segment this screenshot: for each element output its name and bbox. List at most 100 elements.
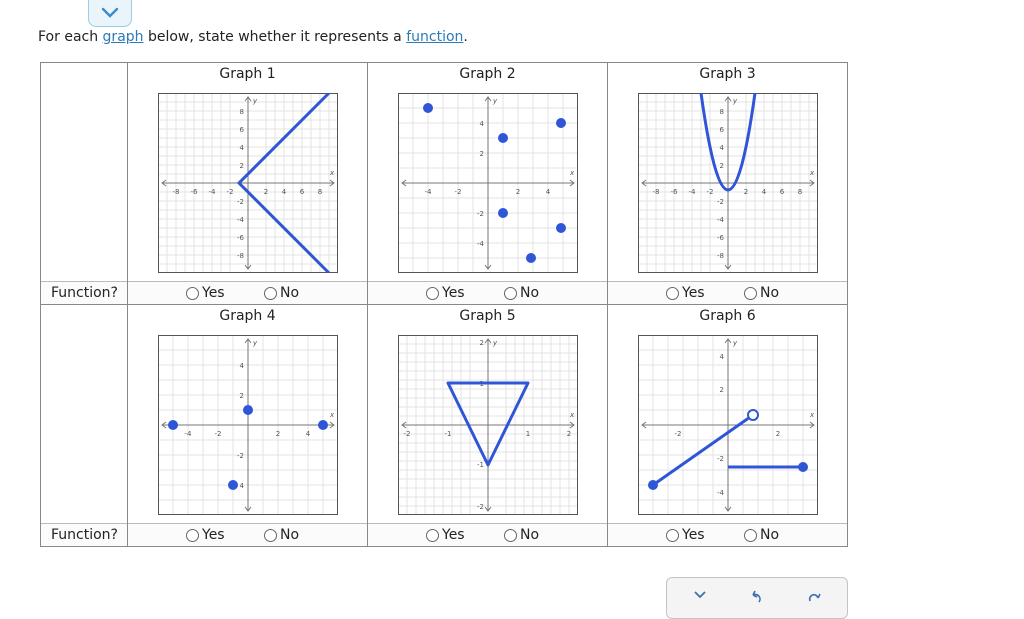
graph-cell-5: Graph 5 x y -2 -1 1 2 [367, 304, 608, 547]
svg-text:-6: -6 [190, 188, 198, 196]
yes-option-3[interactable]: Yes [666, 285, 705, 301]
svg-text:y: y [492, 339, 498, 347]
no-option-4[interactable]: No [264, 527, 299, 543]
graph-4-point [242, 405, 253, 415]
radio-yes-6[interactable] [666, 528, 679, 542]
svg-text:-2: -2 [706, 188, 713, 196]
collapse-toggle-button[interactable] [88, 0, 132, 27]
svg-text:2: 2 [275, 430, 279, 438]
svg-text:1: 1 [525, 430, 529, 438]
graph-cell-1: Graph 1 x y -8 -6 -4 -2 2 4 6 8 [127, 62, 368, 305]
graph-title-2: Graph 2 [459, 66, 516, 82]
svg-text:4: 4 [305, 430, 310, 438]
svg-text:x: x [569, 169, 575, 177]
svg-text:8: 8 [317, 188, 321, 196]
svg-text:-2: -2 [403, 430, 410, 438]
graph-link[interactable]: graph [102, 29, 144, 45]
answer-toolbar [666, 577, 848, 619]
svg-text:8: 8 [797, 188, 801, 196]
radio-no-1[interactable] [264, 286, 277, 300]
yes-option-1[interactable]: Yes [186, 285, 225, 301]
yes-option-5[interactable]: Yes [426, 527, 465, 543]
svg-text:2: 2 [719, 386, 723, 394]
graph-3-curve [699, 93, 756, 192]
no-option-1[interactable]: No [264, 285, 299, 301]
svg-text:x: x [809, 411, 815, 419]
svg-text:-4: -4 [717, 489, 725, 497]
radio-no-6[interactable] [744, 528, 757, 542]
svg-text:6: 6 [239, 126, 244, 134]
graph-4-point [317, 420, 328, 430]
svg-text:4: 4 [239, 482, 244, 490]
svg-text:y: y [252, 339, 258, 347]
yes-option-6[interactable]: Yes [666, 527, 705, 543]
no-option-6[interactable]: No [744, 527, 779, 543]
yes-option-4[interactable]: Yes [186, 527, 225, 543]
undo-icon[interactable] [749, 590, 763, 604]
graph-1-plot: x y -8 -6 -4 -2 2 4 6 8 8 6 4 2 -2 -4 -6 -8 [157, 93, 338, 273]
answer-options-3: Yes No [608, 281, 847, 304]
redo-icon[interactable] [807, 590, 821, 604]
radio-yes-2[interactable] [426, 286, 439, 300]
no-option-2[interactable]: No [504, 285, 539, 301]
graph-cell-4: Graph 4 x y -4 -2 2 4 [127, 304, 368, 547]
answer-options-6: Yes No [608, 523, 847, 546]
graph-2-plot: x y -4 -2 2 4 4 2 -2 -4 [397, 93, 578, 273]
answer-options-1: Yes No [128, 281, 367, 304]
graph-2-point [422, 103, 433, 113]
svg-text:-1: -1 [477, 461, 484, 469]
graph-title-3: Graph 3 [699, 66, 756, 82]
radio-no-4[interactable] [264, 528, 277, 542]
radio-yes-5[interactable] [426, 528, 439, 542]
radio-no-3[interactable] [744, 286, 757, 300]
graph-6-point [647, 480, 658, 490]
svg-text:-6: -6 [717, 234, 725, 242]
chevron-down-icon[interactable] [693, 590, 707, 600]
radio-yes-3[interactable] [666, 286, 679, 300]
svg-text:x: x [569, 411, 575, 419]
radio-no-5[interactable] [504, 528, 517, 542]
svg-text:2: 2 [515, 188, 519, 196]
svg-text:-8: -8 [717, 252, 724, 260]
graph-title-1: Graph 1 [219, 66, 276, 82]
no-option-5[interactable]: No [504, 527, 539, 543]
graph-5-plot: xy -2 -1 1 2 21-1-2 [397, 335, 578, 515]
answer-options-4: Yes No [128, 523, 367, 546]
graph-2-point [497, 208, 508, 218]
graph-6-segment [651, 413, 754, 487]
svg-text:2: 2 [263, 188, 267, 196]
svg-text:-1: -1 [444, 430, 451, 438]
svg-text:-2: -2 [717, 198, 724, 206]
function-link[interactable]: function [406, 29, 464, 45]
svg-text:y: y [732, 339, 738, 347]
graph-title-6: Graph 6 [699, 308, 756, 324]
radio-yes-1[interactable] [186, 286, 199, 300]
svg-text:-8: -8 [237, 252, 244, 260]
svg-text:-4: -4 [424, 188, 432, 196]
graph-4-plot: x y -4 -2 2 4 4 2 -2 4 [157, 335, 338, 515]
radio-yes-4[interactable] [186, 528, 199, 542]
svg-text:-2: -2 [477, 503, 484, 511]
radio-no-2[interactable] [504, 286, 517, 300]
svg-text:2: 2 [743, 188, 747, 196]
svg-text:2: 2 [479, 150, 483, 158]
yes-option-2[interactable]: Yes [426, 285, 465, 301]
svg-text:-4: -4 [184, 430, 192, 438]
svg-text:2: 2 [566, 430, 570, 438]
no-option-3[interactable]: No [744, 285, 779, 301]
graph-2-point [497, 133, 508, 143]
svg-text:y: y [252, 97, 258, 105]
svg-text:-4: -4 [237, 216, 245, 224]
graph-cell-2: Graph 2 x y -4 -2 2 4 [367, 62, 608, 305]
graph-1-curve [236, 93, 330, 273]
graph-2-point [555, 118, 566, 128]
answer-options-2: Yes No [368, 281, 607, 304]
graph-3-plot: x y -8 -6 -4 -2 2 4 6 8 8 6 4 2 -2 -4 -6 -8 [637, 93, 818, 273]
svg-text:8: 8 [719, 108, 723, 116]
svg-text:-4: -4 [208, 188, 216, 196]
graph-4-point [227, 480, 238, 490]
svg-text:8: 8 [239, 108, 243, 116]
graph-5-curve [446, 381, 529, 467]
svg-text:y: y [732, 97, 738, 105]
